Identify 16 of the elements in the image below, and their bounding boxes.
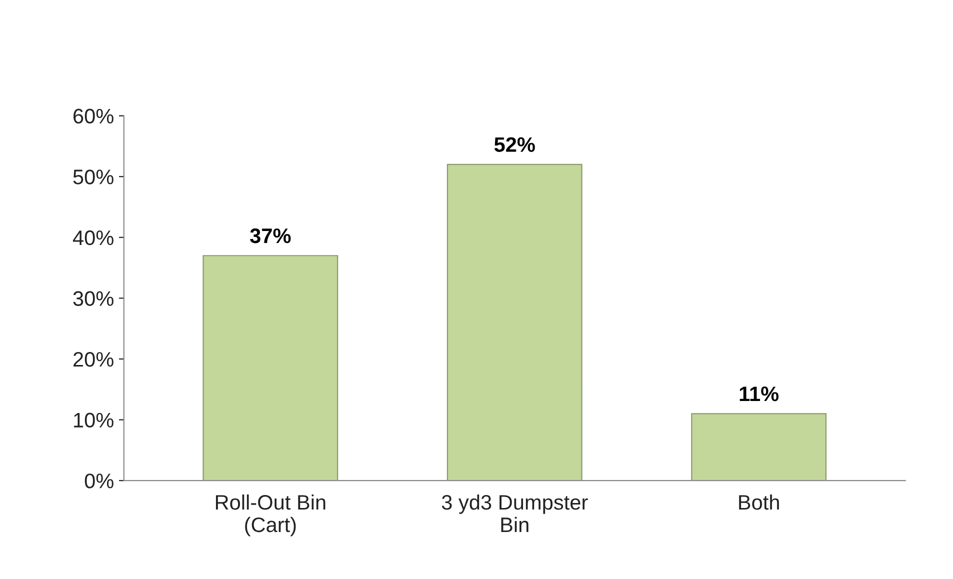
bar	[202, 255, 338, 481]
x-tick-label: Both	[739, 494, 779, 510]
x-tick-label: Roll-Out Bin (Cart)	[216, 494, 326, 536]
y-tick-label: 0%	[84, 474, 114, 488]
data-label: 52%	[494, 137, 535, 152]
y-tick-label: 50%	[73, 170, 114, 184]
x-tick-label: 3 yd3 Dumpster Bin	[442, 494, 588, 532]
data-label: 11%	[740, 386, 779, 402]
y-tick-label: 30%	[73, 291, 114, 306]
y-tick-label: 10%	[74, 412, 114, 428]
y-tick-label: 40%	[72, 230, 114, 246]
bar	[446, 164, 582, 481]
bar	[691, 413, 827, 481]
y-tick-label: 60%	[74, 108, 114, 124]
data-label: 37%	[250, 228, 291, 244]
y-tick-label: 20%	[74, 352, 114, 367]
